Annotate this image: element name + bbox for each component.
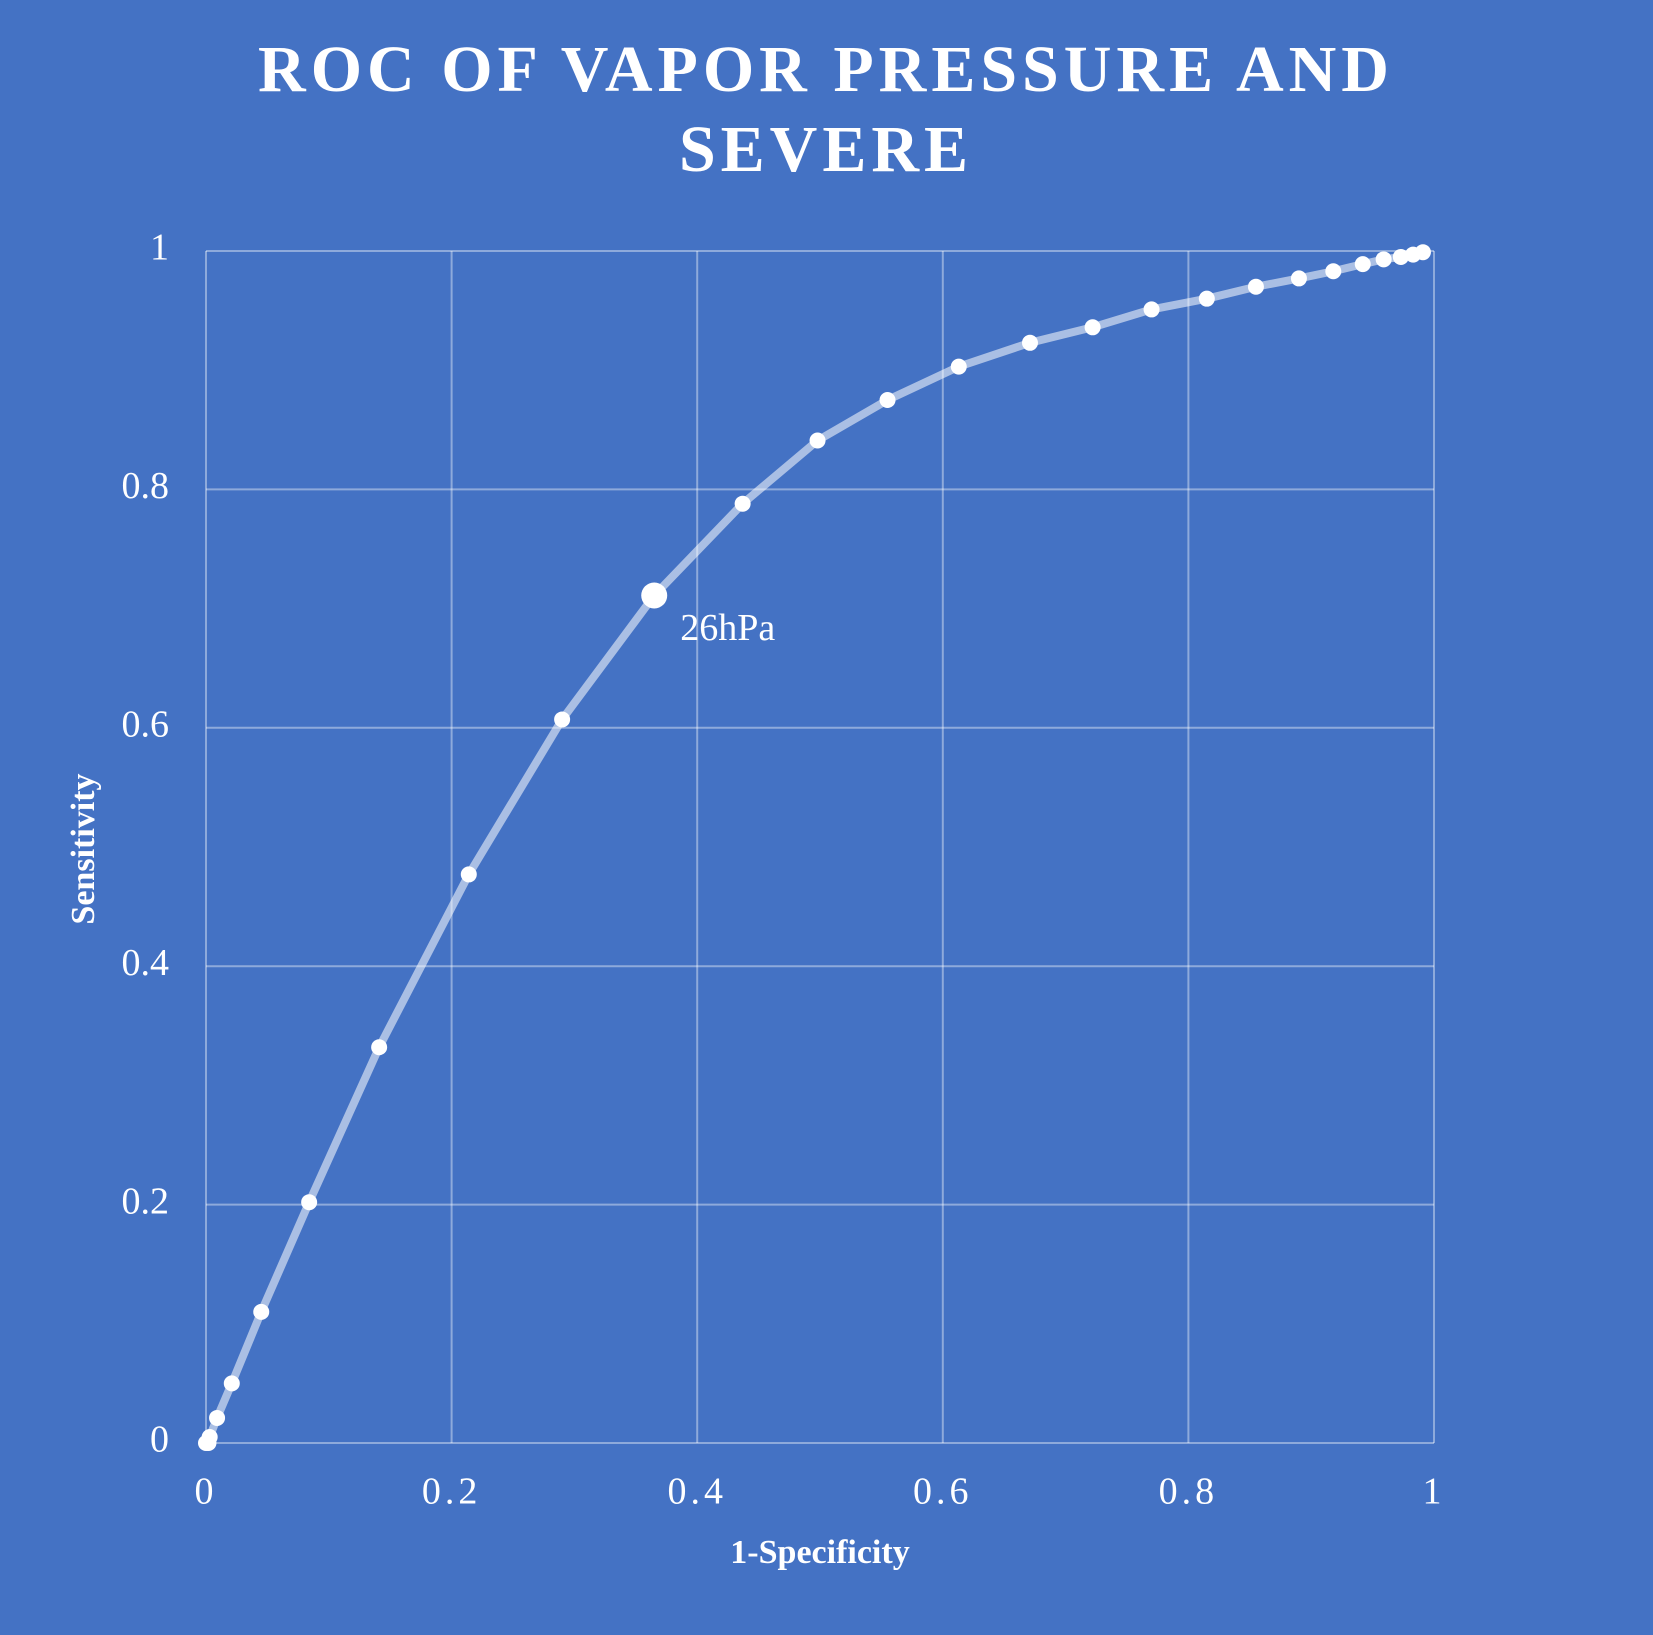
x-tick-label: 1	[1423, 1471, 1446, 1513]
data-point	[223, 1375, 240, 1392]
data-point	[1414, 244, 1431, 261]
data-point	[1247, 278, 1264, 295]
data-point	[1084, 319, 1101, 336]
highlight-point	[641, 582, 668, 609]
data-point	[1290, 270, 1307, 287]
data-point	[1392, 248, 1409, 265]
data-point	[809, 432, 826, 449]
data-point	[1325, 263, 1342, 280]
y-tick-label: 1	[150, 227, 169, 269]
y-tick-label: 0.8	[122, 465, 170, 507]
data-point	[301, 1194, 318, 1211]
y-axis-title: Sensitivity	[65, 773, 102, 924]
x-tick-label: 0.4	[667, 1471, 727, 1513]
chart-title: ROC OF VAPOR PRESSURE AND SEVERE	[258, 33, 1394, 186]
y-tick-label: 0	[150, 1419, 169, 1461]
data-point	[201, 1429, 218, 1446]
y-tick-label: 0.4	[122, 942, 170, 984]
annotation: 26hPa	[680, 607, 775, 649]
x-tick-label: 0.6	[913, 1471, 973, 1513]
x-tick-label: 0.8	[1159, 1471, 1219, 1513]
data-point	[554, 711, 571, 728]
data-point	[209, 1409, 226, 1426]
x-tick-label: 0	[195, 1471, 218, 1513]
data-point	[1354, 256, 1371, 273]
data-point	[734, 495, 751, 512]
data-point	[253, 1303, 270, 1320]
x-tick-label: 0.2	[422, 1471, 482, 1513]
y-tick-label: 0.6	[122, 704, 170, 746]
data-point	[1198, 290, 1215, 307]
data-point	[1143, 301, 1160, 318]
data-point	[1375, 251, 1392, 268]
data-point	[371, 1039, 388, 1056]
x-axis-title: 1-Specificity	[730, 1534, 909, 1571]
y-tick-label: 0.2	[122, 1180, 170, 1222]
series-line	[204, 248, 1424, 1447]
data-point	[879, 392, 896, 408]
data-point	[950, 358, 967, 375]
data-point	[460, 866, 477, 883]
data-point	[1021, 334, 1038, 351]
